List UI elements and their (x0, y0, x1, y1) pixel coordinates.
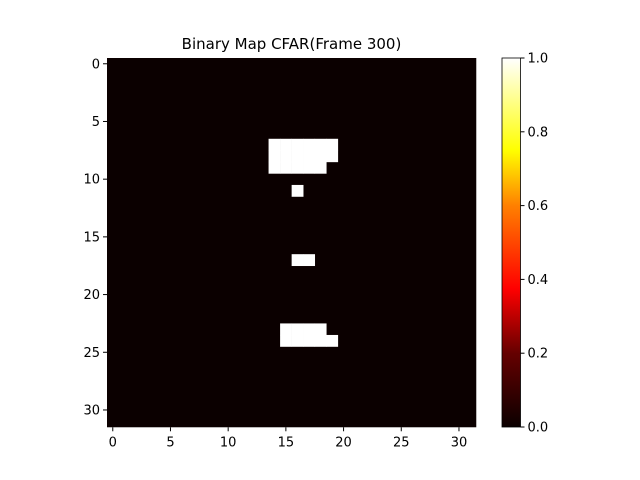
chart-title: Binary Map CFAR(Frame 300) (182, 35, 402, 53)
colorbar: 0.0 0.2 0.4 0.6 0.8 1.0 (501, 52, 549, 436)
heatmap-cell-7-14 (268, 138, 281, 151)
x-tick-label: 30 (451, 435, 468, 450)
heatmap-cell-7-17 (303, 138, 316, 151)
heatmap-cell-9-17 (303, 161, 316, 174)
y-tick-label: 30 (83, 403, 100, 418)
x-tick-label: 10 (220, 435, 237, 450)
heatmap-cell-23-18 (314, 323, 327, 336)
heatmap-cell-8-14 (268, 150, 281, 163)
x-tick-label: 15 (278, 435, 295, 450)
y-tick-label: 15 (83, 230, 100, 245)
y-tick-label: 25 (83, 346, 100, 361)
heatmap-cell-23-16 (291, 323, 304, 336)
heatmap-cell-23-17 (303, 323, 316, 336)
heatmap-cell-24-17 (303, 334, 316, 347)
heatmap-background-zero (107, 58, 477, 428)
heatmap-cell-7-18 (314, 138, 327, 151)
colorbar-tick-label: 0.6 (528, 199, 549, 214)
heatmap-cell-9-18 (314, 161, 327, 174)
heatmap-plot-area (107, 58, 477, 428)
y-tick-label: 5 (92, 115, 100, 130)
heatmap-cell-23-15 (280, 323, 292, 336)
colorbar-gradient (501, 57, 521, 428)
x-tick-label: 5 (166, 435, 174, 450)
x-tick-label: 25 (393, 435, 410, 450)
y-tick-label: 10 (83, 173, 100, 188)
heatmap-cell-9-14 (268, 161, 281, 174)
x-tick-label: 0 (109, 435, 117, 450)
heatmap-cell-24-15 (280, 334, 292, 347)
y-tick-label: 20 (83, 288, 100, 303)
colorbar-tick-label: 0.0 (528, 421, 549, 436)
heatmap-cell-9-16 (291, 161, 304, 174)
colorbar-tick-label: 0.8 (528, 125, 549, 140)
heatmap-cell-24-18 (314, 334, 327, 347)
x-tick-label: 20 (335, 435, 352, 450)
heatmap-cell-17-16 (291, 254, 304, 267)
colorbar-tick-label: 0.2 (528, 347, 549, 362)
y-tick-label: 0 (92, 57, 100, 72)
heatmap-cell-9-15 (280, 161, 292, 174)
heatmap-cell-8-18 (314, 150, 327, 163)
colorbar-tick-label: 1.0 (528, 52, 549, 67)
heatmap-cell-24-16 (291, 334, 304, 347)
heatmap-cell-7-15 (280, 138, 292, 151)
colorbar-tick-label: 0.4 (528, 273, 549, 288)
heatmap-cell-8-16 (291, 150, 304, 163)
heatmap-cell-24-19 (326, 334, 339, 347)
y-axis: 0 5 10 15 20 25 30 (83, 57, 107, 418)
heatmap-cell-17-17 (303, 254, 316, 267)
heatmap-cell-11-16 (291, 184, 304, 197)
heatmap-cell-8-17 (303, 150, 316, 163)
heatmap-cell-8-15 (280, 150, 292, 163)
heatmap-cell-7-19 (326, 138, 339, 151)
heatmap-cell-7-16 (291, 138, 304, 151)
x-axis: 0 5 10 15 20 25 30 (109, 427, 468, 450)
heatmap-cell-8-19 (326, 150, 339, 163)
